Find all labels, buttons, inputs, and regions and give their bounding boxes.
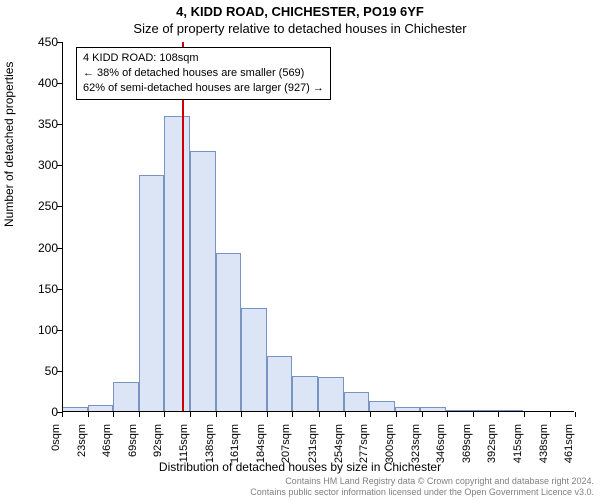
xtick-label: 92sqm (152, 424, 164, 469)
xtick-label: 46sqm (101, 424, 113, 469)
footer-attribution: Contains HM Land Registry data © Crown c… (250, 476, 594, 499)
xtick-label: 461sqm (563, 424, 575, 469)
xtick-label: 369sqm (461, 424, 473, 469)
xtick-mark (216, 412, 217, 417)
xtick-label: 346sqm (435, 424, 447, 469)
histogram-bar (190, 151, 216, 412)
xtick-label: 23sqm (76, 424, 88, 469)
xtick-label: 415sqm (512, 424, 524, 469)
xtick-label: 231sqm (307, 424, 319, 469)
xtick-label: 254sqm (333, 424, 345, 469)
xtick-label: 115sqm (178, 424, 190, 469)
chart-title-address: 4, KIDD ROAD, CHICHESTER, PO19 6YF (0, 4, 600, 19)
ytick-label: 450 (8, 35, 58, 49)
histogram-bar (267, 356, 293, 412)
ytick-label: 350 (8, 117, 58, 131)
xtick-mark (473, 412, 474, 417)
xtick-label: 300sqm (384, 424, 396, 469)
xtick-label: 438sqm (538, 424, 550, 469)
xtick-mark (267, 412, 268, 417)
xtick-mark (62, 412, 63, 417)
xtick-mark (164, 412, 165, 417)
xtick-mark (498, 412, 499, 417)
ytick-label: 250 (8, 199, 58, 213)
ytick-label: 50 (8, 364, 58, 378)
xtick-label: 277sqm (358, 424, 370, 469)
ytick-label: 150 (8, 282, 58, 296)
ytick-label: 300 (8, 158, 58, 172)
ytick-label: 0 (8, 405, 58, 419)
xtick-label: 207sqm (280, 424, 292, 469)
xtick-mark (422, 412, 423, 417)
xtick-mark (139, 412, 140, 417)
histogram-bar (318, 377, 344, 412)
xtick-mark (575, 412, 576, 417)
xtick-label: 0sqm (50, 424, 62, 469)
x-axis-label: Distribution of detached houses by size … (0, 460, 600, 474)
chart-title-desc: Size of property relative to detached ho… (0, 21, 600, 36)
xtick-mark (370, 412, 371, 417)
xtick-mark (396, 412, 397, 417)
xtick-mark (113, 412, 114, 417)
xtick-label: 323sqm (410, 424, 422, 469)
xtick-label: 69sqm (127, 424, 139, 469)
xtick-label: 138sqm (204, 424, 216, 469)
annotation-line: ← 38% of detached houses are smaller (56… (83, 66, 324, 81)
xtick-mark (447, 412, 448, 417)
annotation-line: 4 KIDD ROAD: 108sqm (83, 51, 324, 66)
xtick-label: 184sqm (255, 424, 267, 469)
annotation-box: 4 KIDD ROAD: 108sqm← 38% of detached hou… (76, 47, 331, 100)
xtick-mark (319, 412, 320, 417)
histogram-bar (216, 253, 242, 413)
xtick-mark (190, 412, 191, 417)
histogram-bar (241, 308, 267, 412)
histogram-bar (139, 175, 165, 412)
xtick-mark (550, 412, 551, 417)
footer-line1: Contains HM Land Registry data © Crown c… (250, 476, 594, 487)
xtick-mark (88, 412, 89, 417)
ytick-label: 400 (8, 76, 58, 90)
annotation-line: 62% of semi-detached houses are larger (… (83, 81, 324, 96)
xtick-label: 392sqm (486, 424, 498, 469)
y-axis-line (62, 42, 63, 412)
x-axis-line (62, 411, 574, 412)
xtick-mark (524, 412, 525, 417)
histogram-bar (292, 376, 318, 412)
xtick-mark (345, 412, 346, 417)
ytick-label: 200 (8, 241, 58, 255)
ytick-label: 100 (8, 323, 58, 337)
histogram-bar (164, 116, 190, 412)
xtick-mark (241, 412, 242, 417)
xtick-label: 161sqm (229, 424, 241, 469)
histogram-bar (344, 392, 370, 412)
xtick-mark (292, 412, 293, 417)
histogram-bar (113, 382, 139, 412)
footer-line2: Contains public sector information licen… (250, 487, 594, 498)
